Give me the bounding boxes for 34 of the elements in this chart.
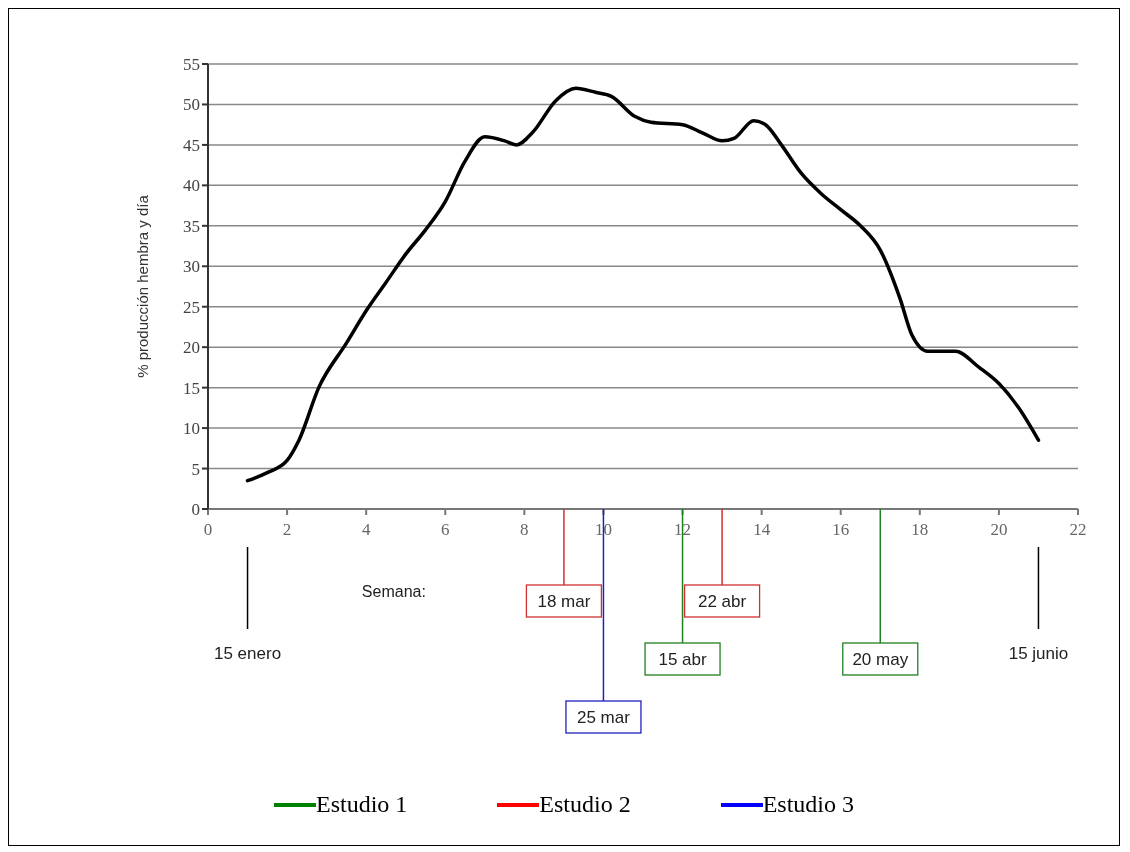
ref-line-label: 15 abr xyxy=(658,650,707,669)
y-tick-label: 25 xyxy=(183,297,200,317)
y-tick-label: 0 xyxy=(191,500,200,520)
x-tick-label: 2 xyxy=(282,520,292,540)
x-tick-label: 20 xyxy=(990,520,1008,540)
x-tick-label: 18 xyxy=(911,520,929,540)
line-series xyxy=(245,86,1041,483)
y-tick-label: 35 xyxy=(183,216,200,236)
y-axis-title: % producción hembra y día xyxy=(134,194,152,378)
ref-line-label: 18 mar xyxy=(537,592,591,611)
y-tick-label: 10 xyxy=(183,419,200,439)
ref-line-label: 25 mar xyxy=(576,708,631,727)
legend-label: Estudio 2 xyxy=(539,791,631,818)
x-axis-title: Semana: xyxy=(361,583,426,600)
ref-line-label: 15 junio xyxy=(1008,644,1069,663)
legend-label: Estudio 3 xyxy=(762,791,855,818)
y-tick-label: 40 xyxy=(183,176,200,196)
y-tick-label: 15 xyxy=(183,378,200,398)
y-tick-label: 55 xyxy=(183,55,200,75)
y-tick-label: 45 xyxy=(183,135,200,155)
x-tick-label: 14 xyxy=(753,520,771,540)
ref-line-label: 22 abr xyxy=(697,592,747,611)
x-tick-label: 4 xyxy=(361,520,371,540)
y-tick-label: 50 xyxy=(183,95,200,115)
y-tick-label: 20 xyxy=(183,338,200,358)
x-tick-label: 6 xyxy=(441,520,450,540)
x-tick-label: 22 xyxy=(1069,520,1087,540)
ref-line-label: 15 enero xyxy=(213,644,282,663)
legend-label: Estudio 1 xyxy=(315,791,408,818)
x-tick-label: 8 xyxy=(520,520,529,540)
y-tick-label: 5 xyxy=(191,459,200,479)
ref-line-label: 20 may xyxy=(852,650,909,669)
x-tick-label: 16 xyxy=(832,520,850,540)
y-tick-label: 30 xyxy=(183,257,200,277)
